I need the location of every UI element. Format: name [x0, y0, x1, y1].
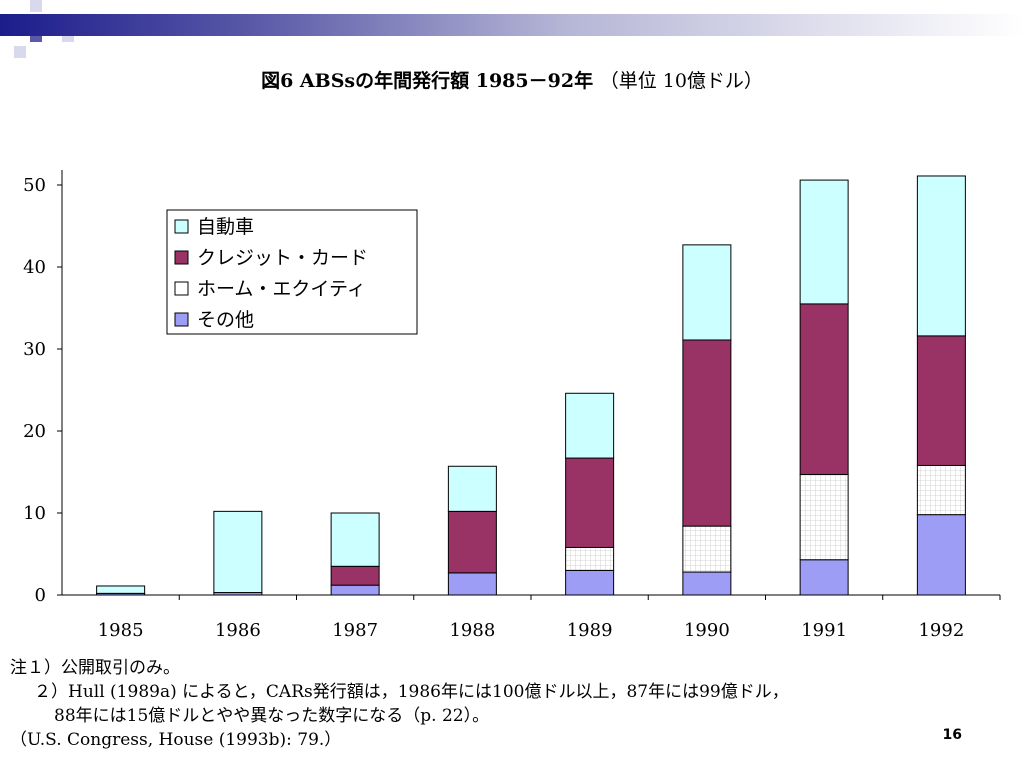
y-tick-label: 10 [23, 503, 46, 524]
bar-segment [565, 392, 615, 459]
y-tick-label: 0 [35, 585, 46, 606]
x-tick-label: 1990 [684, 620, 730, 641]
bar-segment [682, 244, 732, 341]
x-tick-label: 1986 [215, 620, 261, 641]
x-tick-label: 1987 [332, 620, 378, 641]
x-tick-label: 1985 [98, 620, 144, 641]
legend-swatch [174, 312, 189, 327]
y-tick-label: 50 [23, 175, 46, 196]
bar-segment [330, 565, 380, 586]
note-2-cont: 88年には15億ドルとやや異なった数字になる（p. 22）。 [54, 706, 490, 726]
header-gradient-bar [0, 14, 1024, 36]
legend-box [166, 209, 418, 335]
bar-segment [447, 572, 497, 596]
bar-segment [799, 303, 849, 475]
bar-segment [916, 175, 966, 337]
x-tick-label: 1992 [918, 620, 964, 641]
page-number: 16 [942, 727, 962, 743]
bar-segment [447, 465, 497, 512]
chart-title-unit: （単位 10億ドル） [599, 70, 763, 92]
bar-segment [682, 571, 732, 596]
bar-segment [565, 457, 615, 548]
bar-segment [916, 335, 966, 466]
x-tick-label: 1989 [567, 620, 613, 641]
stacked-bar-chart: 0 10 20 30 40 50 1985 1986 1987 1988 1989 1990 1991 1… [23, 170, 1001, 641]
notes: 注１）公開取引のみ。 ２）Hull (1989a) によると，CARs発行額は，… [10, 656, 789, 752]
legend-label: 自動車 [197, 216, 254, 238]
legend-swatch [174, 281, 189, 296]
x-tick-label: 1988 [449, 620, 495, 641]
bar-segment [682, 525, 732, 573]
chart-title: 図6 ABSsの年間発行額 1985－92年 （単位 10億ドル） [0, 66, 1024, 93]
bar-segment [565, 546, 615, 571]
y-tick-label: 30 [23, 339, 46, 360]
bar-segment [799, 179, 849, 305]
legend-swatch [174, 250, 189, 265]
source-note: （U.S. Congress, House (1993b): 79.） [10, 730, 342, 750]
legend-label: その他 [197, 309, 254, 331]
bar-segment [799, 473, 849, 561]
legend-label: クレジット・カード [197, 247, 368, 269]
legend-swatch [174, 219, 189, 234]
bar-segment [916, 514, 966, 596]
bar-segment [682, 339, 732, 527]
y-tick-label: 20 [23, 421, 46, 442]
bar-segment [330, 512, 380, 567]
legend-label: ホーム・エクイティ [197, 278, 366, 300]
note-2: ２）Hull (1989a) によると，CARs発行額は，1986年には100億… [34, 682, 789, 702]
y-tick-label: 40 [23, 257, 46, 278]
bar-segment [565, 569, 615, 596]
chart-title-main: 図6 ABSsの年間発行額 1985－92年 [261, 70, 594, 92]
bar-segment [799, 559, 849, 596]
bar-segment [330, 584, 380, 596]
bar-segment [213, 510, 263, 594]
bar-segment [96, 585, 146, 594]
x-tick-label: 1991 [801, 620, 847, 641]
bar-segment [447, 510, 497, 574]
bar-segment [916, 464, 966, 516]
note-1: 注１）公開取引のみ。 [10, 658, 180, 678]
